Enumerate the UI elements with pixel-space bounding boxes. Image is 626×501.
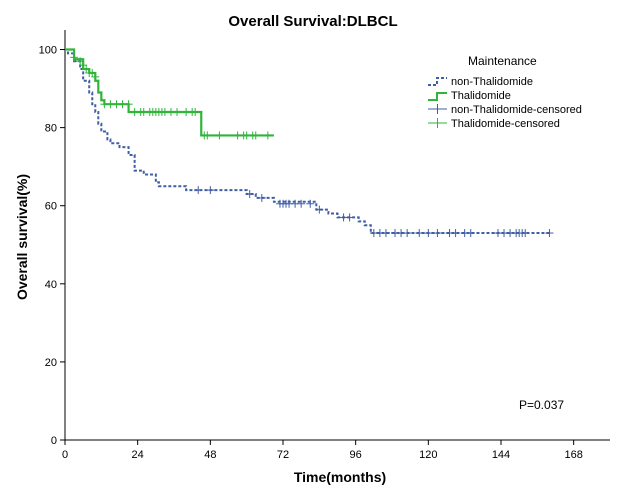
p-value-annotation: P=0.037 [519,398,564,412]
censor-mark-thalidomide [191,108,200,116]
y-tick-label: 100 [39,45,57,57]
censor-mark-non-thalidomide [206,186,215,195]
legend-label-non-thalidomide-censored: non-Thalidomide-censored [451,104,582,116]
y-tick-label: 80 [45,123,57,135]
censor-mark-non-thalidomide [297,199,306,208]
y-axis-label: Overall survival(%) [14,174,30,300]
censor-mark-non-thalidomide [403,229,412,238]
censor-mark-thalidomide [124,100,133,109]
censor-mark-non-thalidomide [521,229,530,238]
censor-mark-non-thalidomide [315,205,324,214]
x-tick-label: 96 [350,449,362,461]
x-tick-label: 120 [419,449,437,461]
legend: Maintenance non-Thalidomide Thalidomide … [428,54,582,130]
legend-item-thalidomide-censored: Thalidomide-censored [428,118,560,130]
censor-mark-non-thalidomide [245,190,254,198]
censor-mark-non-thalidomide [451,229,460,238]
x-tick-label: 0 [62,449,68,461]
y-tick-label: 40 [45,279,57,291]
censor-mark-non-thalidomide [345,213,354,222]
censor-marks [70,53,554,238]
legend-title: Maintenance [468,54,537,68]
x-tick-label: 144 [492,449,510,461]
y-tick-label: 0 [51,435,57,447]
legend-label-non-thalidomide: non-Thalidomide [451,76,533,88]
legend-item-non-thalidomide-censored: non-Thalidomide-censored [428,104,582,116]
censor-mark-non-thalidomide [194,186,203,195]
series-line-non-thalidomide [65,48,550,235]
x-tick-label: 48 [204,449,216,461]
censor-mark-non-thalidomide [466,229,475,238]
x-axis-label: Time(months) [294,469,386,485]
y-tick-label: 20 [45,357,57,369]
x-tick-label: 168 [564,449,582,461]
axis-ticks: 0 24 48 72 96 120 144 168 0 20 40 60 80 100 [39,45,583,461]
censor-mark-non-thalidomide [433,229,442,238]
legend-label-thalidomide-censored: Thalidomide-censored [451,118,560,130]
censor-mark-non-thalidomide [257,193,266,202]
legend-swatch-non-thalidomide [428,77,447,86]
legend-item-non-thalidomide: non-Thalidomide [428,76,533,88]
censor-mark-thalidomide [251,131,260,140]
censor-mark-thalidomide [91,72,100,81]
series-line-thalidomide [65,48,274,137]
legend-item-thalidomide: Thalidomide [428,90,511,102]
legend-swatch-thalidomide [428,92,447,101]
x-tick-label: 24 [132,449,144,461]
plot-area [64,30,610,441]
censor-mark-thalidomide [173,108,182,116]
censor-mark-non-thalidomide [381,229,390,238]
censor-mark-non-thalidomide [424,229,433,238]
censor-mark-non-thalidomide [545,229,554,238]
censor-mark-thalidomide [203,131,212,140]
y-tick-label: 60 [45,201,57,213]
x-tick-label: 72 [277,449,289,461]
censor-mark-thalidomide [70,53,79,62]
legend-label-thalidomide: Thalidomide [451,90,511,102]
censor-mark-thalidomide [263,131,272,140]
censor-mark-thalidomide [215,131,224,140]
censor-mark-non-thalidomide [306,199,315,208]
chart-title: Overall Survival:DLBCL [228,13,397,30]
censor-mark-non-thalidomide [415,229,424,238]
